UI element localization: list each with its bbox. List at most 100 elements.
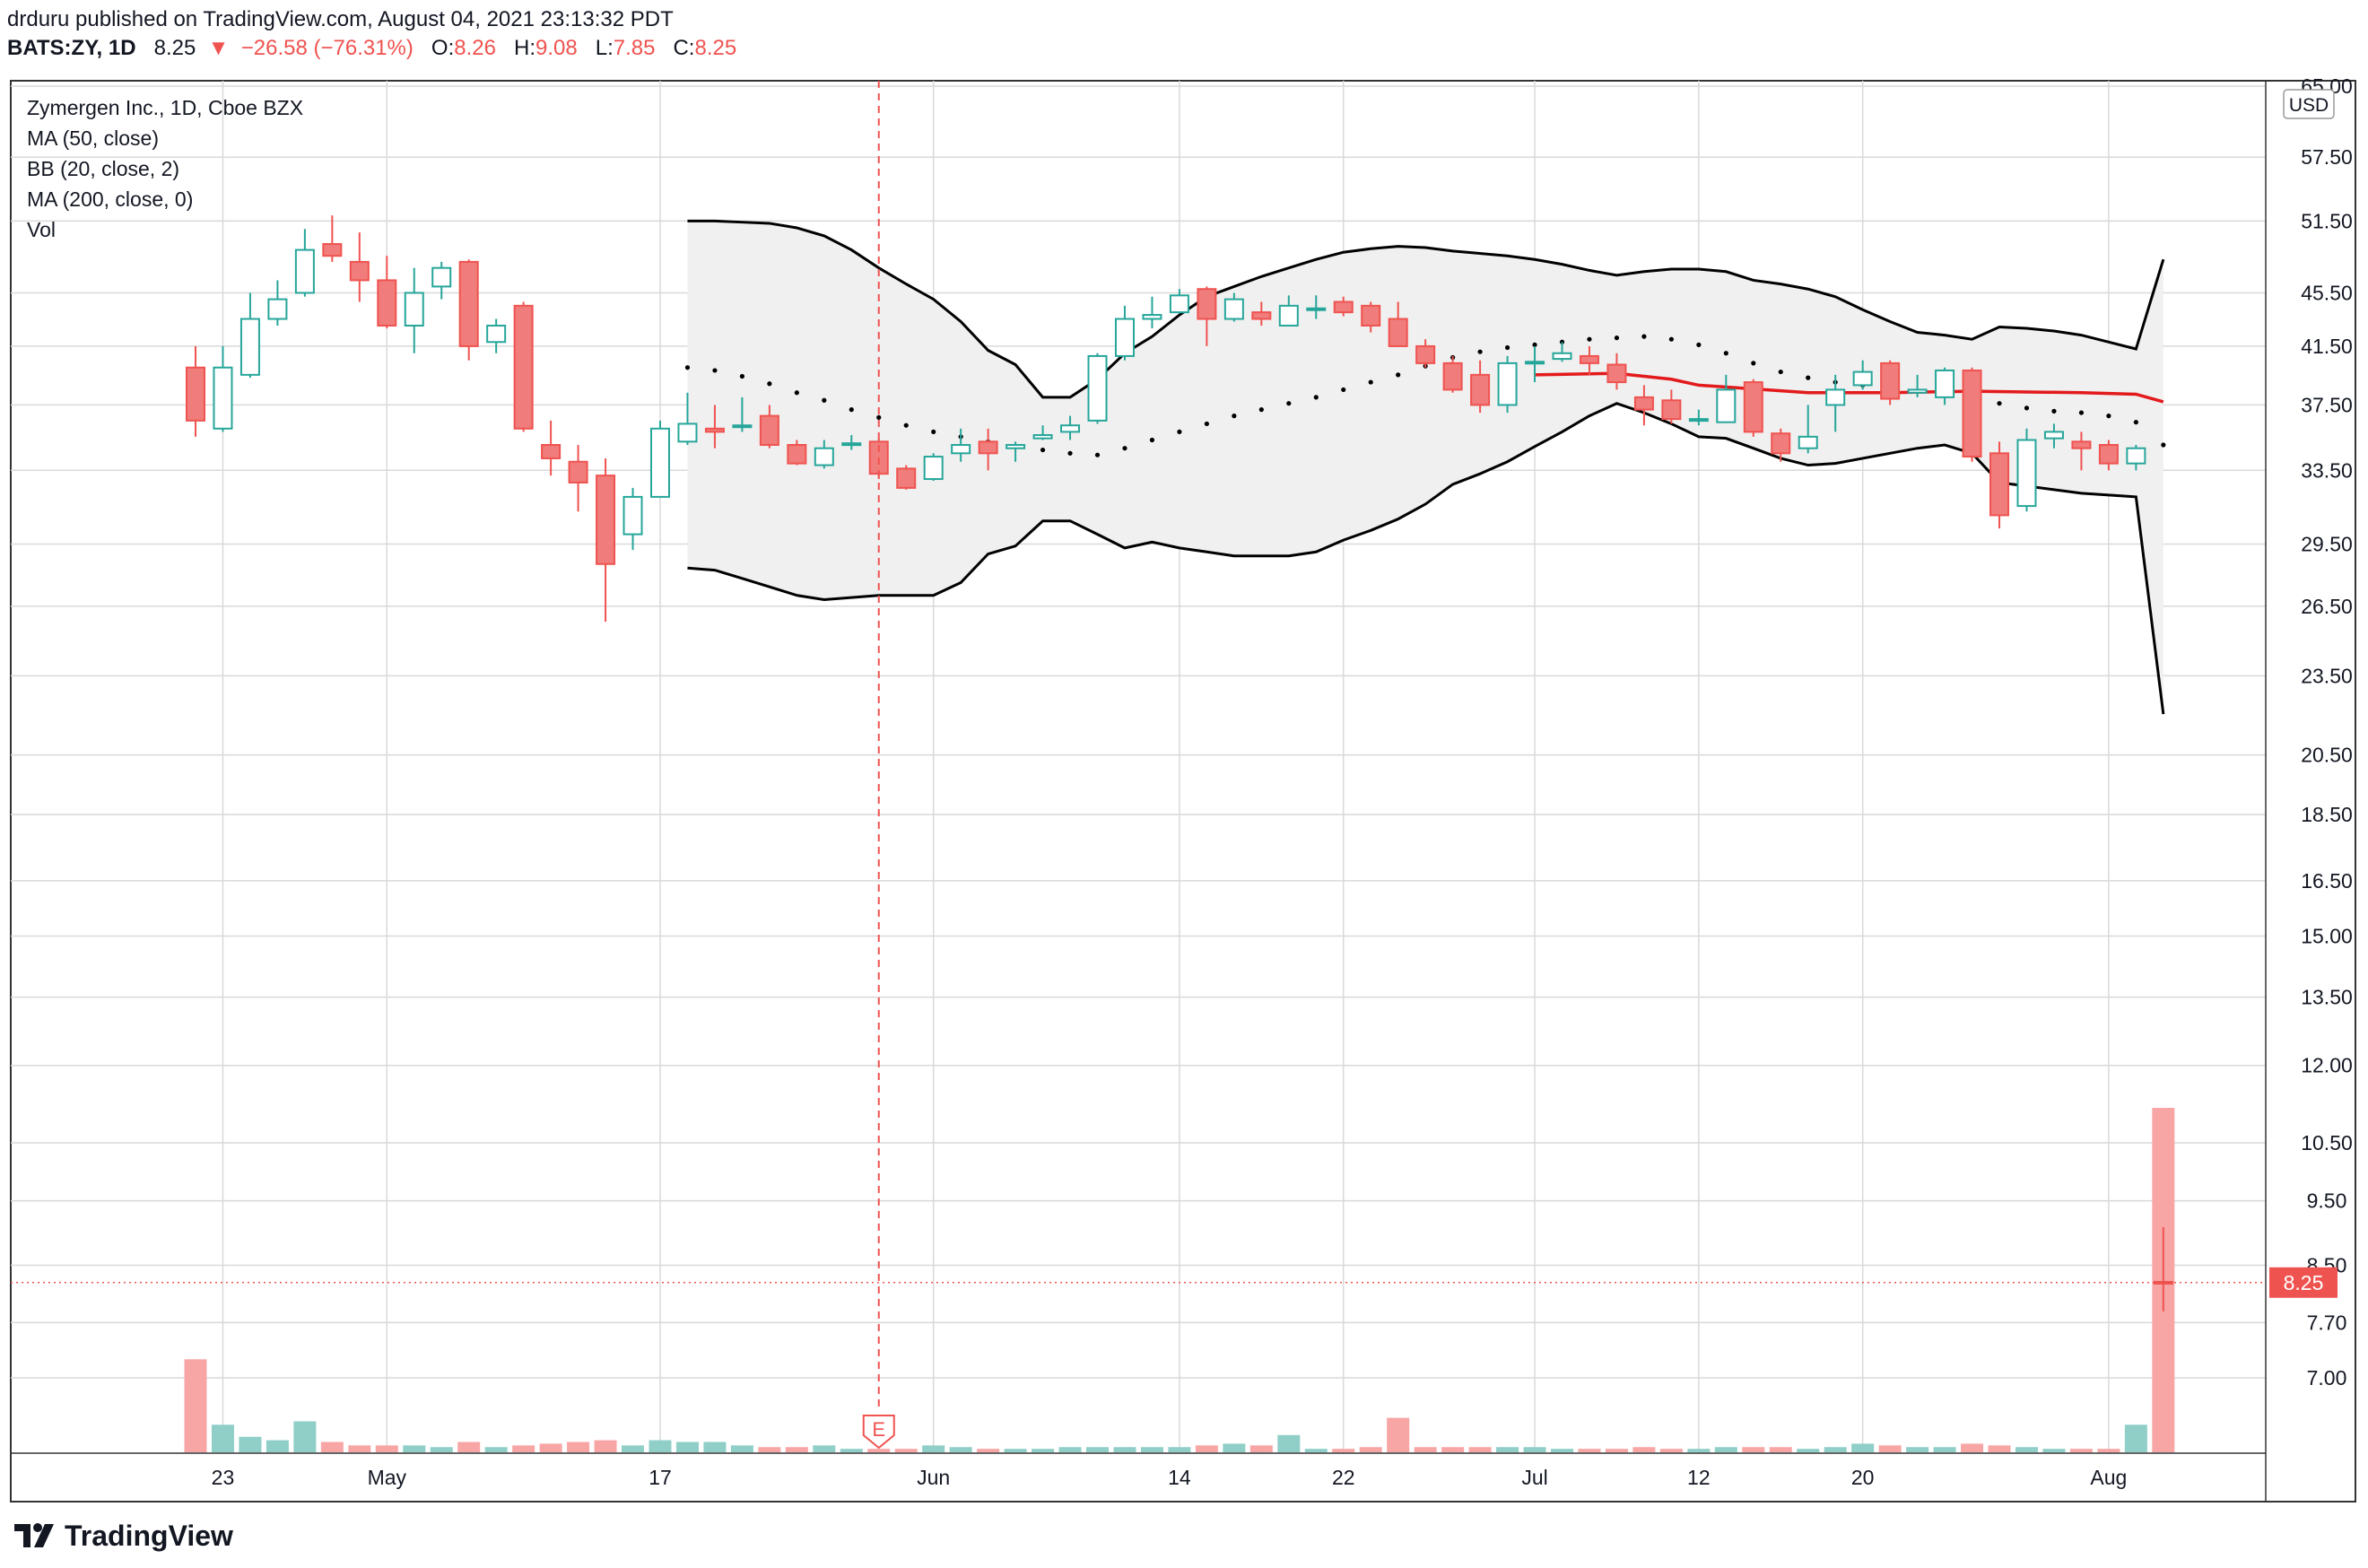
volume-bar xyxy=(1168,1447,1191,1452)
candle-body xyxy=(704,427,725,433)
volume-bar xyxy=(1551,1449,1573,1452)
currency-badge[interactable]: USD xyxy=(2283,89,2335,119)
volume-bar xyxy=(1961,1443,1984,1452)
candle-body xyxy=(1661,399,1682,421)
ma200-point xyxy=(822,397,827,403)
candle-body xyxy=(1361,304,1381,327)
currency-box xyxy=(2283,89,2335,119)
legend-ma50: MA (50, close) xyxy=(27,126,159,150)
price-axis[interactable]: 65.0057.5051.5045.5041.5037.5033.5029.50… xyxy=(2265,74,2353,1502)
currency-label: USD xyxy=(2289,95,2329,116)
volume-bar xyxy=(675,1442,699,1452)
volume-bar xyxy=(430,1447,453,1452)
ma200-point xyxy=(2078,410,2085,415)
candle-body xyxy=(1032,434,1053,440)
volume-bar xyxy=(758,1447,781,1452)
candle-body xyxy=(1251,311,1272,320)
high-value: 9.08 xyxy=(535,36,578,60)
candle-body xyxy=(294,248,315,294)
candle-body xyxy=(1771,432,1791,455)
ma200-point xyxy=(1668,336,1674,342)
symbol-ohlc-line: BATS:ZY, 1D 8.25 ▼ −26.58 (−76.31%) O:8.… xyxy=(7,36,736,61)
earnings-badge-icon[interactable] xyxy=(862,1415,895,1450)
publish-info: drduru published on TradingView.com, Aug… xyxy=(7,7,674,31)
candle-body xyxy=(1169,294,1189,314)
bb-lower-line xyxy=(687,402,2165,715)
candle-body xyxy=(1606,363,1627,384)
price-tick-label: 7.00 xyxy=(2307,1366,2347,1389)
volume-bar xyxy=(1359,1447,1382,1452)
low-value: 7.85 xyxy=(613,36,656,60)
earnings-marker-group[interactable]: E xyxy=(862,81,895,1450)
legend-ma200: MA (200, close, 0) xyxy=(27,187,193,211)
low-label: L: xyxy=(595,36,614,60)
time-axis[interactable]: 23 May 17 Jun 14 22 Jul 12 20 Aug xyxy=(11,1452,2266,1489)
volume-bar xyxy=(1086,1447,1110,1452)
candle-body xyxy=(1743,381,1763,433)
candle-body xyxy=(1388,318,1408,347)
volume-bar xyxy=(594,1440,617,1452)
ma200-point xyxy=(1258,407,1264,413)
volume-bar xyxy=(1769,1447,1792,1452)
open-value: 8.26 xyxy=(454,36,496,60)
ma200-point xyxy=(1997,401,2002,406)
ma200-point xyxy=(1614,335,1620,341)
candle-body xyxy=(404,292,424,327)
price-change: −26.58 (−76.31%) xyxy=(240,36,414,60)
candle-body xyxy=(1525,361,1545,365)
price-tick-label: 26.50 xyxy=(2301,595,2353,618)
ma200-point xyxy=(1094,452,1101,457)
candle-body xyxy=(814,447,834,466)
time-tick-label: May xyxy=(368,1466,407,1489)
volume-bar xyxy=(457,1442,481,1452)
ma200-point xyxy=(1806,375,1811,380)
candle-body xyxy=(1470,373,1491,406)
candle-body xyxy=(622,495,643,536)
volume-bar xyxy=(348,1445,371,1452)
close-label: C: xyxy=(673,36,695,60)
price-tick-label: 15.00 xyxy=(2301,925,2353,948)
ma200-point xyxy=(739,373,745,379)
volume-bar xyxy=(1714,1447,1737,1452)
ma200-point xyxy=(2133,420,2138,425)
earnings-badge-label: E xyxy=(872,1418,885,1441)
ma200-point xyxy=(1122,446,1127,451)
candle-body xyxy=(1880,362,1901,400)
time-tick-label: 17 xyxy=(649,1466,672,1489)
candle-body xyxy=(486,324,507,344)
candle-body xyxy=(213,366,233,430)
volume-bar xyxy=(293,1421,317,1452)
volume-bar xyxy=(1824,1447,1847,1452)
candle-body xyxy=(267,298,288,320)
price-tick-label: 57.50 xyxy=(2301,145,2353,169)
ma200-point xyxy=(1696,342,1702,347)
open-label: O: xyxy=(431,36,455,60)
candle-body xyxy=(1497,362,1518,406)
ma200-point xyxy=(1341,387,1346,393)
price-tick-label: 20.50 xyxy=(2301,744,2353,767)
close-value: 8.25 xyxy=(694,36,737,60)
ma200-point xyxy=(849,407,854,413)
bollinger-bands xyxy=(687,219,2165,715)
candle-body xyxy=(2098,444,2119,465)
candle-body xyxy=(513,304,534,430)
candle-body xyxy=(841,442,862,447)
legend-bb: BB (20, close, 2) xyxy=(27,157,179,180)
price-tick-label: 13.50 xyxy=(2301,986,2353,1009)
ma200-point xyxy=(1040,447,1046,453)
candle-body xyxy=(1825,388,1846,406)
candle-body xyxy=(1060,424,1081,433)
ma200-point xyxy=(1368,379,1373,385)
ma200-point xyxy=(684,365,691,370)
candle-body xyxy=(1962,369,1982,458)
tradingview-logo[interactable]: TradingView xyxy=(13,1514,233,1557)
ma200-point xyxy=(2024,405,2030,411)
candle-body xyxy=(2126,447,2146,465)
ma200-point xyxy=(1504,344,1510,351)
volume-bar xyxy=(1605,1449,1628,1452)
volume-bar xyxy=(703,1442,727,1452)
volume-bar xyxy=(375,1445,398,1452)
candle-body xyxy=(458,260,479,347)
chart-header: drduru published on TradingView.com, Aug… xyxy=(0,0,2368,65)
